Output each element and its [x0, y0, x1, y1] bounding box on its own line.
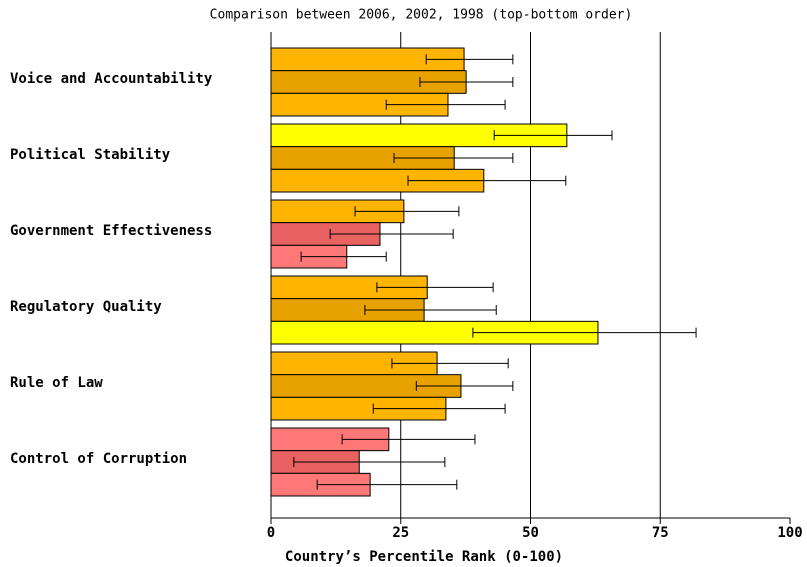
x-tick-label: 50 — [522, 525, 539, 541]
x-tick-label: 100 — [777, 525, 802, 541]
error-bar — [407, 175, 567, 186]
error-bar — [376, 282, 494, 293]
x-tick-label: 25 — [392, 525, 409, 541]
error-bar — [393, 153, 514, 163]
error-bar — [425, 54, 514, 65]
category-label: Voice and Accountability — [10, 71, 213, 87]
error-bar — [364, 305, 497, 315]
x-tick-label: 75 — [652, 525, 669, 541]
error-bar — [293, 457, 446, 467]
error-bar — [493, 130, 613, 141]
category-label: Control of Corruption — [10, 451, 187, 467]
chart-title: Comparison between 2006, 2002, 1998 (top… — [210, 8, 633, 23]
error-bar — [391, 358, 509, 369]
error-bar — [385, 99, 506, 110]
error-bar — [354, 206, 460, 217]
error-bar — [372, 403, 506, 414]
error-bar — [419, 77, 514, 87]
error-bar — [316, 479, 458, 490]
error-bar — [472, 327, 697, 338]
error-bar — [415, 381, 514, 391]
category-label: Regulatory Quality — [10, 299, 162, 315]
error-bar — [300, 251, 387, 262]
category-label: Rule of Law — [10, 375, 103, 391]
category-label: Political Stability — [10, 147, 171, 163]
category-label: Government Effectiveness — [10, 223, 212, 239]
x-tick-label: 0 — [267, 525, 275, 541]
error-bar — [329, 229, 454, 239]
error-bar — [341, 434, 476, 445]
x-axis-title: Country’s Percentile Rank (0-100) — [285, 549, 563, 565]
